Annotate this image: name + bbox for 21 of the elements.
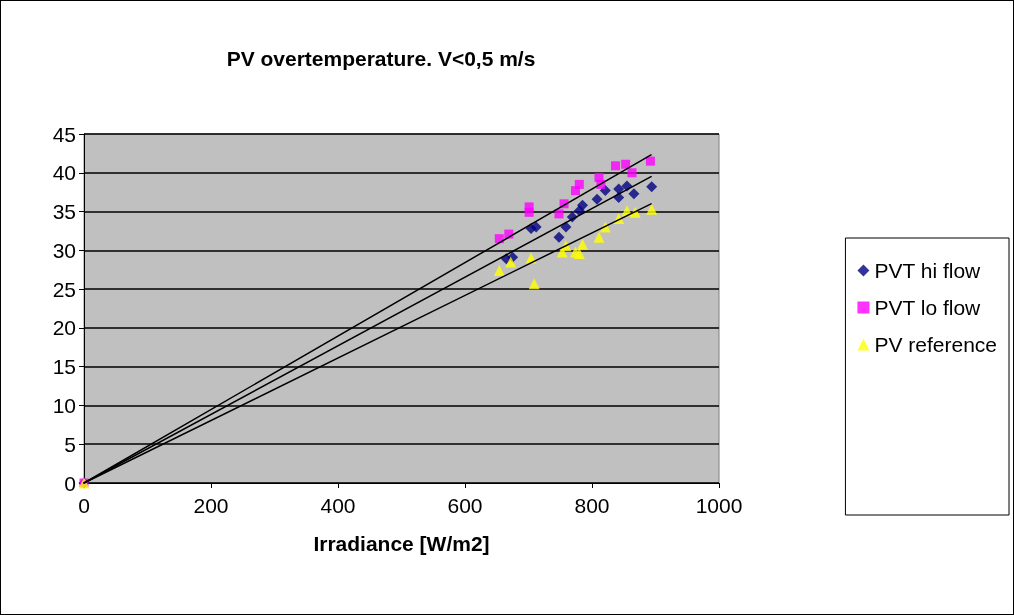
y-tick-label: 20 [52,316,76,340]
y-tick-label: 15 [52,355,76,379]
x-tick-label: 0 [78,494,90,517]
legend-label: PVT lo flow [874,296,982,319]
x-tick-label: 1000 [695,494,743,517]
y-tick-label: 0 [64,471,76,495]
chart-title: PV overtemperature. V<0,5 m/s [226,47,536,70]
y-tick-label: 35 [52,200,76,224]
y-tick-label: 40 [52,161,76,185]
legend-label: PV reference [874,333,998,356]
y-tick-label: 45 [52,122,76,146]
x-axis-title: Irradiance [W/m2] [313,532,490,555]
y-tick-label: 30 [52,238,76,262]
x-tick-label: 200 [193,494,229,517]
x-tick-label: 600 [447,494,483,517]
y-tick-label: 25 [52,277,76,301]
y-tick-label: 10 [52,393,76,417]
x-tick-label: 400 [320,494,356,517]
x-tick-label: 800 [574,494,610,517]
legend-label: PVT hi flow [874,259,982,282]
y-tick-label: 5 [64,432,76,456]
